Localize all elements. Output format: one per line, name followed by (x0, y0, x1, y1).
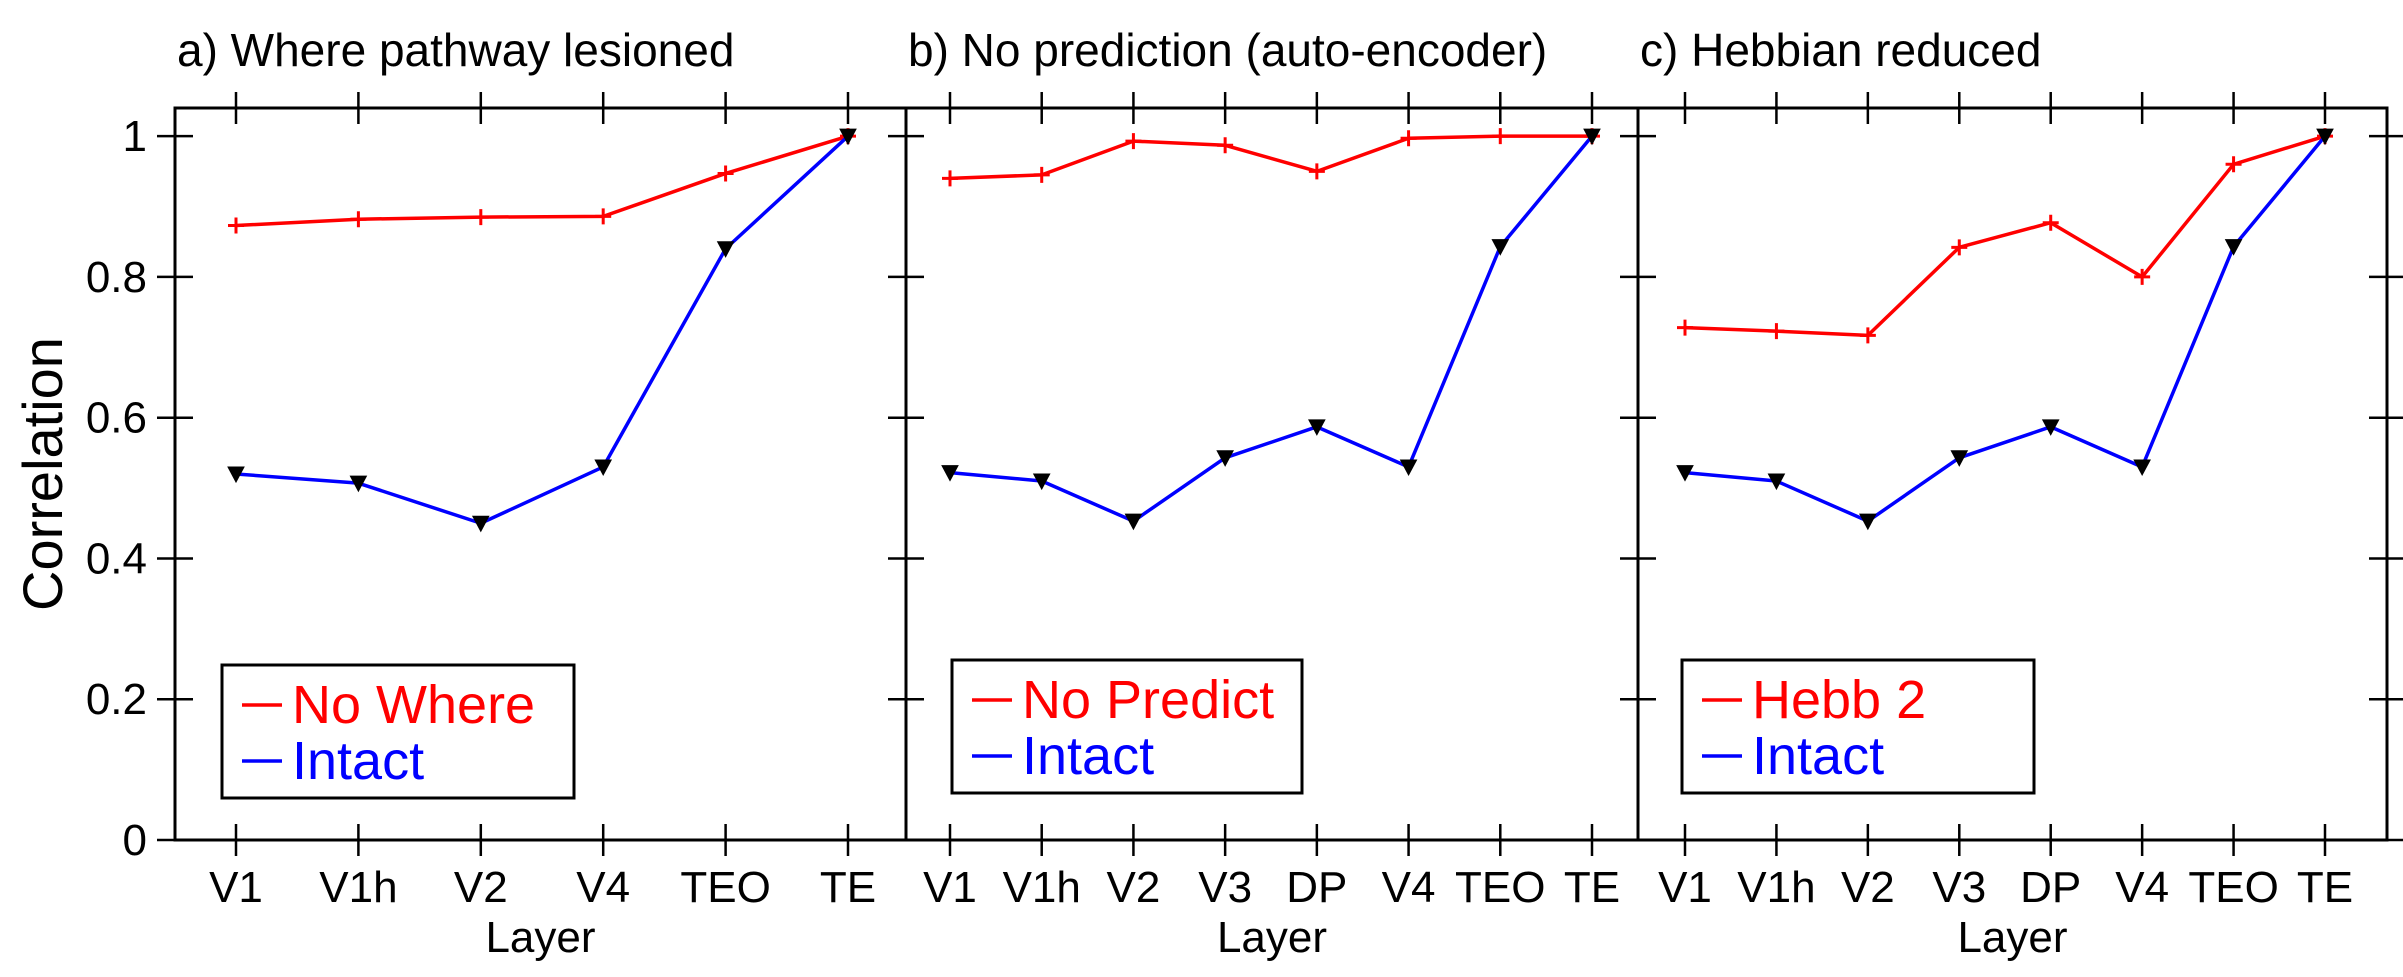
data-point-triangle (1032, 473, 1051, 491)
plot-frame (1636, 106, 2389, 842)
data-point-plus (1768, 323, 1785, 340)
chart-panel-1: a) Where pathway lesioned 0 0.2 0.4 0.6 0.8 1 C… (11, 24, 908, 962)
data-point-plus (1125, 133, 1142, 150)
y-tick-label: 0 (123, 816, 147, 865)
series-line-condition (235, 134, 849, 228)
series-line-condition (1684, 134, 2326, 338)
x-tick-label: TEO (1455, 863, 1545, 912)
y-axis-label: Correlation (11, 337, 74, 611)
data-point-plus (1400, 130, 1417, 147)
data-point-triangle (2224, 239, 2243, 256)
data-point-triangle (1399, 459, 1418, 477)
y-tick-label: 0.4 (86, 534, 147, 583)
data-point-plus (472, 209, 489, 226)
data-point-triangle (1859, 513, 1877, 531)
data-point-plus (942, 170, 958, 187)
y-tick-label: 0.8 (86, 253, 147, 302)
data-point-triangle (2041, 419, 2060, 436)
x-tick-label: V1 (209, 863, 263, 912)
data-point-plus (228, 217, 244, 234)
chart-panel-2: b) No prediction (auto-encoder) V1 V1h V2 V3… (888, 24, 1640, 962)
x-tick-label: V2 (1107, 863, 1161, 912)
x-tick-label: TEO (2188, 863, 2278, 912)
x-tick-label: V4 (2115, 863, 2169, 912)
series-line-intact (1684, 135, 2327, 523)
x-tick-label: TE (1564, 863, 1620, 912)
x-tick-label: TE (2297, 863, 2353, 912)
data-point-plus (1033, 166, 1050, 183)
data-point-plus (2042, 214, 2059, 231)
data-point-triangle (941, 465, 959, 482)
panel-title: c) Hebbian reduced (1640, 24, 2041, 76)
x-tick-label: V3 (1198, 863, 1252, 912)
x-tick-label: DP (1286, 863, 1347, 912)
data-point-triangle (349, 475, 368, 493)
x-tick-label: V4 (576, 863, 630, 912)
data-point-plus (1859, 327, 1876, 344)
legend-box (220, 663, 576, 800)
data-point-triangle (1124, 513, 1143, 531)
data-point-plus (717, 165, 734, 182)
series-line-intact (235, 134, 850, 526)
panel-title: a) Where pathway lesioned (177, 24, 734, 76)
panel-title: b) No prediction (auto-encoder) (908, 24, 1547, 76)
data-point-plus (1492, 128, 1509, 145)
x-tick-label: V1 (1658, 863, 1712, 912)
data-point-triangle (2316, 128, 2334, 146)
data-point-triangle (2133, 459, 2151, 477)
data-point-plus (1951, 239, 1968, 256)
x-tick-label: V1h (1737, 863, 1815, 912)
x-tick-label: V1h (1003, 863, 1081, 912)
x-tick-label: V2 (1841, 863, 1895, 912)
data-point-plus (350, 211, 367, 228)
y-tick-label: 1 (123, 112, 147, 161)
data-point-triangle (227, 466, 245, 484)
data-point-plus (1677, 319, 1693, 336)
y-tick-label: 0.6 (86, 394, 147, 443)
data-point-triangle (1216, 450, 1234, 467)
data-point-plus (2225, 156, 2242, 173)
data-point-triangle (1767, 473, 1786, 491)
y-tick-label: 0.2 (86, 675, 147, 724)
legend-label: Intact (292, 731, 424, 791)
legend-label: No Predict (1022, 670, 1274, 730)
data-point-triangle (1308, 419, 1326, 436)
legend-label: No Where (292, 675, 535, 735)
series-line-condition (949, 134, 1592, 181)
x-tick-label: TEO (680, 863, 770, 912)
legend-box (1680, 658, 2036, 795)
series-line-intact (949, 135, 1594, 523)
x-tick-label: TE (820, 863, 876, 912)
legend-box (950, 658, 1304, 795)
x-tick-label: V1h (319, 863, 397, 912)
data-point-triangle (839, 128, 857, 146)
x-tick-label: V3 (1932, 863, 1986, 912)
data-point-triangle (716, 241, 735, 258)
x-axis-label: Layer (1217, 913, 1327, 962)
data-point-triangle (594, 459, 613, 477)
chart-panel-3: c) Hebbian reduced V1 V1h V2 V3 DP V4 TEO TE Laye… (1620, 24, 2403, 962)
x-tick-label: V4 (1382, 863, 1436, 912)
legend-label: Intact (1022, 726, 1154, 786)
legend-label: Intact (1752, 726, 1884, 786)
x-tick-label: DP (2020, 863, 2081, 912)
legend-label: Hebb 2 (1752, 670, 1926, 730)
x-axis-label: Layer (485, 913, 595, 962)
data-point-plus (1217, 137, 1234, 154)
data-point-plus (595, 208, 612, 225)
data-point-plus (1308, 163, 1325, 180)
data-point-plus (2134, 268, 2151, 285)
x-axis-label: Layer (1957, 913, 2067, 962)
data-point-triangle (1491, 239, 1510, 256)
x-tick-label: V2 (454, 863, 508, 912)
data-point-triangle (471, 515, 490, 533)
data-point-triangle (1583, 128, 1601, 146)
x-tick-label: V1 (923, 863, 977, 912)
data-point-triangle (1950, 450, 1969, 467)
data-point-triangle (1676, 465, 1694, 482)
